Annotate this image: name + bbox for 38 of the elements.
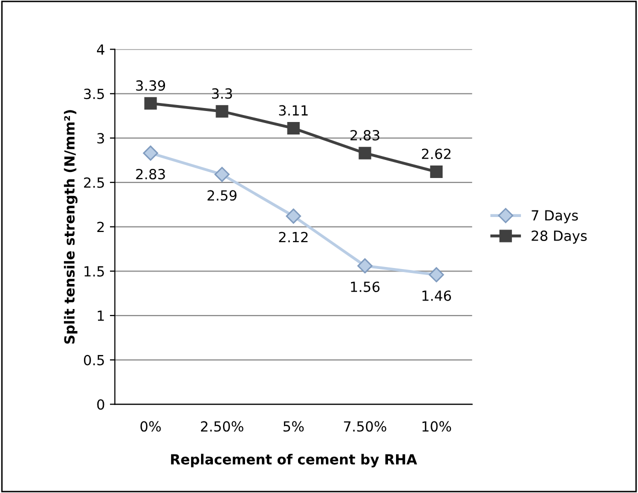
point — [214, 166, 230, 182]
y-tick-label: 1 — [98, 310, 104, 321]
point — [144, 97, 157, 110]
y-tick-label: 2 — [97, 222, 104, 232]
point — [428, 267, 444, 282]
data-label: 2.59 — [208, 190, 237, 201]
x-tick-label: 7.50% — [344, 421, 386, 432]
y-axis-title: Split tensile strength (N/mm²) — [64, 110, 78, 344]
data-label: 1.46 — [422, 290, 451, 301]
data-label: 3.3 — [212, 88, 232, 99]
data-label: 2.12 — [279, 232, 308, 242]
data-label: 2.83 — [136, 168, 165, 180]
x-tick-label: 0% — [140, 421, 161, 432]
legend-label: 28 Days — [532, 230, 587, 244]
x-tick-label: 5% — [284, 421, 304, 432]
y-tick-label: 3 — [97, 133, 104, 144]
y-tick-label: 0.5 — [84, 354, 104, 366]
point — [357, 258, 373, 274]
point — [286, 208, 302, 224]
data-label: 3.11 — [279, 105, 308, 116]
y-tick-label: 1.5 — [84, 266, 104, 277]
y-tick-label: 0 — [97, 399, 104, 410]
x-axis-title: Replacement of cement by RHA — [171, 454, 418, 468]
x-tick-label: 10% — [422, 421, 452, 432]
data-label: 2.83 — [350, 130, 380, 140]
y-tick-label: 4 — [96, 44, 104, 55]
x-tick-label: 2.50% — [200, 421, 244, 432]
point — [287, 122, 300, 135]
point — [358, 146, 372, 160]
point — [143, 146, 158, 161]
point — [430, 166, 443, 178]
legend-label: 7 Days — [532, 210, 578, 224]
data-label: 1.56 — [351, 282, 380, 292]
data-label: 2.62 — [422, 148, 450, 160]
y-tick-label: 2.5 — [84, 177, 104, 188]
data-label: 3.39 — [136, 80, 166, 91]
y-tick-label: 3.5 — [84, 88, 104, 100]
point — [216, 105, 228, 118]
